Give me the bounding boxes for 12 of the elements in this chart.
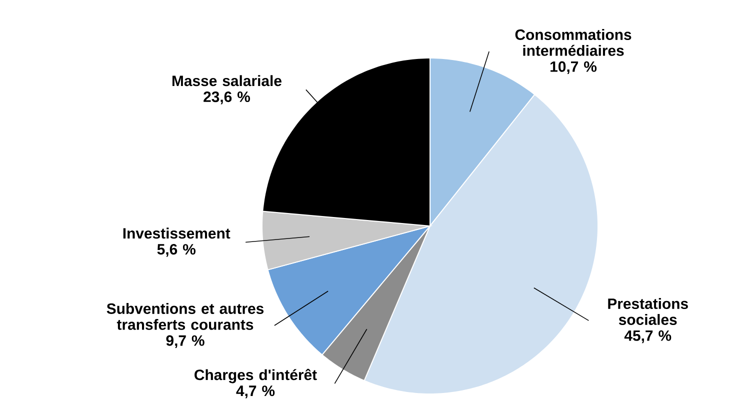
data-label: 5,6 % xyxy=(157,244,196,257)
slice-label: Investissement xyxy=(123,228,230,239)
data-label: 4,7 % xyxy=(236,386,275,398)
data-label: 10,7 % xyxy=(550,61,597,74)
slice-label: Subventions et autres transferts courants xyxy=(106,303,264,330)
slice-label: Charges d'intérêt xyxy=(194,368,317,384)
data-label: 45,7 % xyxy=(624,330,672,344)
data-label: 23,6 % xyxy=(204,91,250,104)
slice-label: Prestations sociales xyxy=(608,298,688,325)
data-label: 9,7 % xyxy=(166,335,204,348)
slice-label: Masse salariale xyxy=(172,75,282,86)
slice-label: Consommations intermédiaires xyxy=(515,29,632,56)
